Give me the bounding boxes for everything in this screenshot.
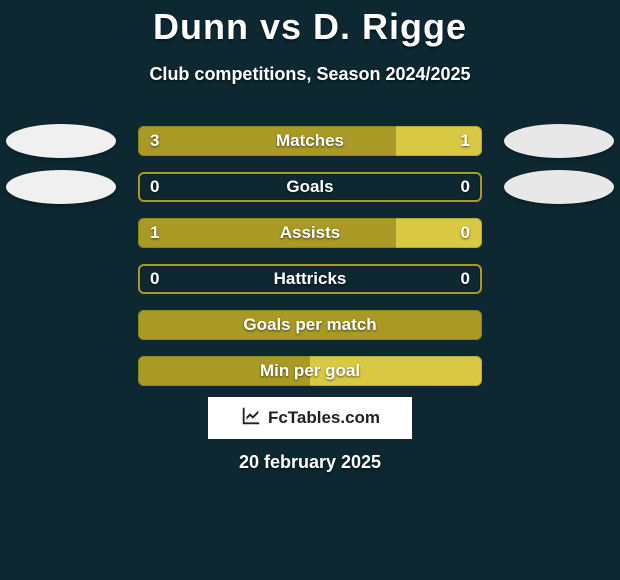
bar-right: [310, 356, 482, 386]
stat-bar: [138, 356, 482, 386]
stat-bar: [138, 310, 482, 340]
club-logo: [504, 170, 614, 204]
bar-left: [138, 126, 396, 156]
stat-rows: Matches31Goals00Assists10Hattricks00Goal…: [0, 118, 620, 394]
stat-bar: [138, 126, 482, 156]
comparison-infographic: Dunn vs D. Rigge Club competitions, Seas…: [0, 0, 620, 580]
stat-bar: [138, 218, 482, 248]
stat-bar: [138, 264, 482, 294]
stat-row: Min per goal: [0, 348, 620, 394]
source-badge: FcTables.com: [207, 396, 413, 440]
subtitle: Club competitions, Season 2024/2025: [0, 64, 620, 85]
bar-left: [138, 356, 310, 386]
source-badge-text: FcTables.com: [268, 408, 380, 428]
bar-left: [138, 218, 396, 248]
bar-left: [138, 310, 482, 340]
stat-row: Goals per match: [0, 302, 620, 348]
bar-right: [396, 218, 482, 248]
stat-row: Assists10: [0, 210, 620, 256]
chart-icon: [240, 405, 262, 432]
club-logo: [6, 124, 116, 158]
bar-right: [396, 126, 482, 156]
club-logo: [504, 124, 614, 158]
club-logo: [6, 170, 116, 204]
date-label: 20 february 2025: [0, 452, 620, 473]
stat-row: Hattricks00: [0, 256, 620, 302]
stat-bar: [138, 172, 482, 202]
page-title: Dunn vs D. Rigge: [0, 0, 620, 48]
